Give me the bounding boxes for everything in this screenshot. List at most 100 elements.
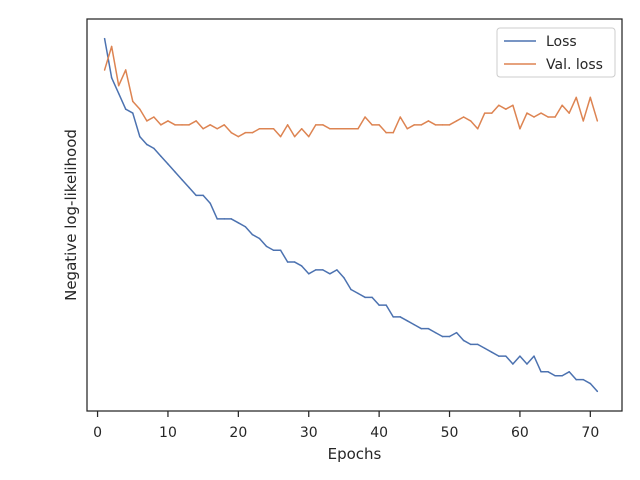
x-tick-label: 60 [511,425,529,441]
data-point-loss [483,347,486,350]
data-point-loss [582,378,585,381]
data-point-val-loss [286,124,289,126]
x-tick-label: 50 [441,425,459,441]
data-point-loss [420,327,423,330]
data-point-loss [350,288,352,291]
data-point-loss [554,374,556,377]
data-point-loss [139,135,141,138]
data-point-val-loss [434,124,437,126]
data-point-val-loss [132,100,134,103]
data-point-val-loss [568,112,570,114]
data-point-loss [251,233,254,236]
data-point-val-loss [554,116,556,118]
data-point-loss [244,226,247,228]
data-point-loss [392,316,394,318]
data-point-val-loss [160,124,162,126]
data-point-val-loss [167,120,169,122]
data-point-val-loss [336,128,338,130]
data-point-loss [300,265,303,267]
data-point-val-loss [258,128,261,130]
data-point-loss [223,218,226,220]
data-point-loss [272,249,275,252]
data-point-val-loss [307,135,310,138]
data-point-val-loss [237,135,240,138]
data-point-loss [209,202,211,204]
data-point-val-loss [117,84,120,87]
data-point-loss [512,363,514,365]
data-point-loss [110,77,113,79]
data-point-val-loss [385,131,387,134]
data-point-val-loss [216,128,218,130]
data-point-val-loss [244,131,247,134]
data-point-loss [216,218,218,220]
data-point-loss [476,343,479,346]
data-point-val-loss [469,120,472,122]
data-point-val-loss [230,131,233,134]
data-point-val-loss [223,124,226,126]
data-point-val-loss [519,128,521,130]
data-point-val-loss [420,124,423,126]
data-point-val-loss [540,112,542,114]
data-point-val-loss [378,124,380,126]
data-point-val-loss [153,116,155,118]
data-point-val-loss [483,112,486,114]
data-point-val-loss [293,135,296,138]
data-point-val-loss [110,45,113,48]
data-point-val-loss [350,128,352,130]
data-point-val-loss [392,131,394,134]
data-point-val-loss [315,124,317,126]
data-point-val-loss [505,108,507,110]
x-tick-label: 20 [229,425,247,441]
data-point-loss [399,316,402,318]
data-point-loss [364,296,366,299]
data-point-val-loss [582,120,585,122]
data-point-loss [596,390,599,393]
data-point-val-loss [174,124,176,126]
data-point-val-loss [575,96,577,99]
data-point-loss [505,355,507,357]
data-point-val-loss [195,120,197,122]
data-point-loss [455,331,458,334]
data-point-loss [265,245,268,248]
data-point-val-loss [343,128,345,130]
data-point-val-loss [364,116,366,118]
data-point-loss [575,378,577,381]
data-point-val-loss [448,124,451,126]
data-point-loss [322,269,324,271]
data-point-val-loss [547,116,549,118]
data-point-loss [441,335,444,338]
data-point-val-loss [272,128,275,130]
data-point-val-loss [371,124,373,126]
data-point-val-loss [124,69,127,71]
data-point-val-loss [209,124,211,126]
data-point-loss [561,374,563,377]
data-point-loss [413,324,416,326]
data-point-loss [195,194,197,197]
data-point-loss [343,276,345,279]
data-point-val-loss [406,128,409,130]
series-lines [103,37,599,393]
data-point-val-loss [462,116,465,118]
data-point-loss [589,382,592,385]
data-point-loss [160,155,162,157]
data-point-loss [124,108,127,110]
x-axis-ticks: 0 10 20 30 40 50 60 70 [93,411,599,441]
data-point-loss [230,218,233,220]
data-point-loss [167,163,169,165]
x-tick-label: 10 [159,425,177,441]
data-point-val-loss [399,116,402,118]
data-point-val-loss [279,135,282,138]
data-point-val-loss [498,104,500,106]
data-point-val-loss [300,128,303,130]
data-point-loss [427,327,430,330]
data-point-loss [568,371,570,373]
x-axis-label: Epochs [328,445,382,463]
data-point-val-loss [533,116,535,118]
data-point-loss [519,355,521,357]
data-point-val-loss [202,128,204,130]
data-point-val-loss [476,128,479,130]
data-point-loss [279,249,282,252]
data-point-val-loss [561,104,563,106]
data-point-val-loss [596,120,599,122]
plot-frame [86,18,623,412]
